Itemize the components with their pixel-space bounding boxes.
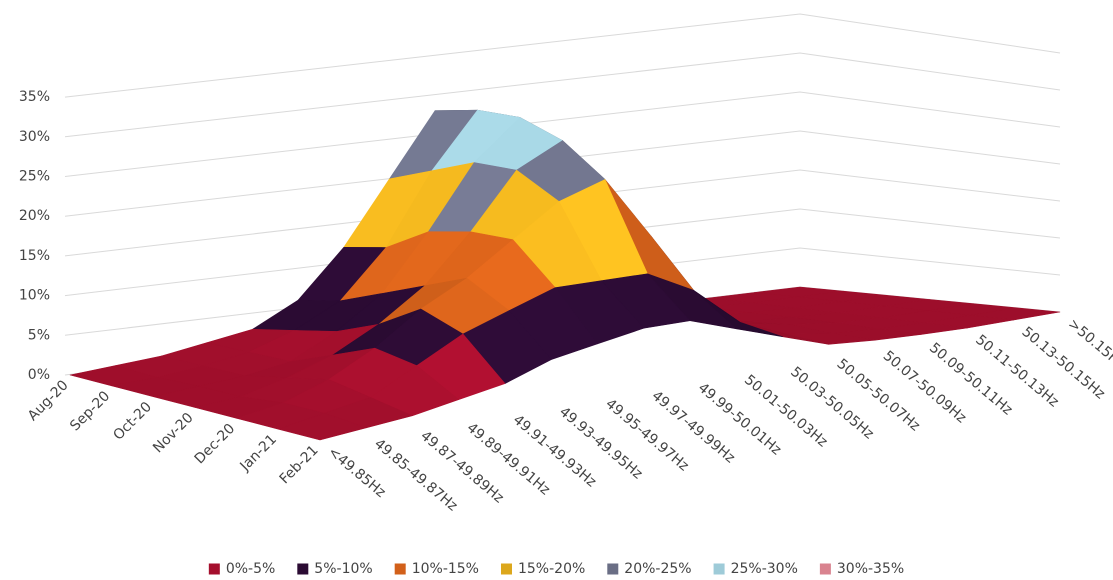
legend-label: 5%-10% — [314, 561, 372, 577]
month-label: Aug-20 — [25, 377, 72, 424]
legend-item: 10%-15% — [394, 561, 479, 577]
surface — [69, 109, 1061, 441]
y-tick-label: 35% — [19, 89, 50, 105]
y-tick-label: 5% — [28, 327, 50, 343]
legend-label: 20%-25% — [624, 561, 691, 577]
legend-swatch — [713, 563, 725, 575]
grid-line — [64, 208, 1061, 297]
legend-item: 30%-35% — [819, 561, 904, 577]
legend-label: 0%-5% — [226, 561, 275, 577]
month-label: Dec-20 — [192, 421, 239, 468]
y-tick-label: 0% — [28, 367, 50, 383]
legend-swatch — [607, 563, 619, 575]
month-label: Nov-20 — [150, 410, 197, 457]
month-label: Jan-21 — [237, 432, 280, 475]
legend-item: 0%-5% — [208, 561, 275, 577]
legend: 0%-5% 5%-10% 10%-15% 15%-20% 20%-25% 25%-30% 3… — [208, 561, 904, 577]
legend-label: 30%-35% — [837, 561, 904, 577]
legend-item: 25%-30% — [713, 561, 798, 577]
y-tick-label: 25% — [19, 169, 50, 185]
legend-label: 25%-30% — [731, 561, 798, 577]
legend-swatch — [819, 563, 831, 575]
month-label: Feb-21 — [277, 442, 322, 487]
y-tick-label: 30% — [19, 129, 50, 145]
y-tick-label: 15% — [19, 248, 50, 264]
grid-line — [64, 169, 1061, 257]
grid-line — [64, 130, 1061, 217]
legend-item: 15%-20% — [500, 561, 585, 577]
legend-swatch — [208, 563, 220, 575]
grid-line — [64, 52, 1061, 138]
legend-item: 5%-10% — [297, 561, 373, 577]
y-tick-label: 20% — [19, 208, 50, 224]
legend-item: 20%-25% — [607, 561, 692, 577]
y-tick-label: 10% — [19, 288, 50, 304]
legend-swatch — [297, 563, 309, 575]
legend-label: 10%-15% — [412, 561, 479, 577]
legend-swatch — [394, 563, 406, 575]
legend-label: 15%-20% — [518, 561, 585, 577]
grid-line — [64, 13, 1061, 98]
legend-swatch — [500, 563, 512, 575]
month-label: Oct-20 — [110, 399, 155, 444]
grid-line — [64, 91, 1061, 177]
month-label: Sep-20 — [67, 388, 113, 434]
surface-patch — [278, 413, 367, 441]
